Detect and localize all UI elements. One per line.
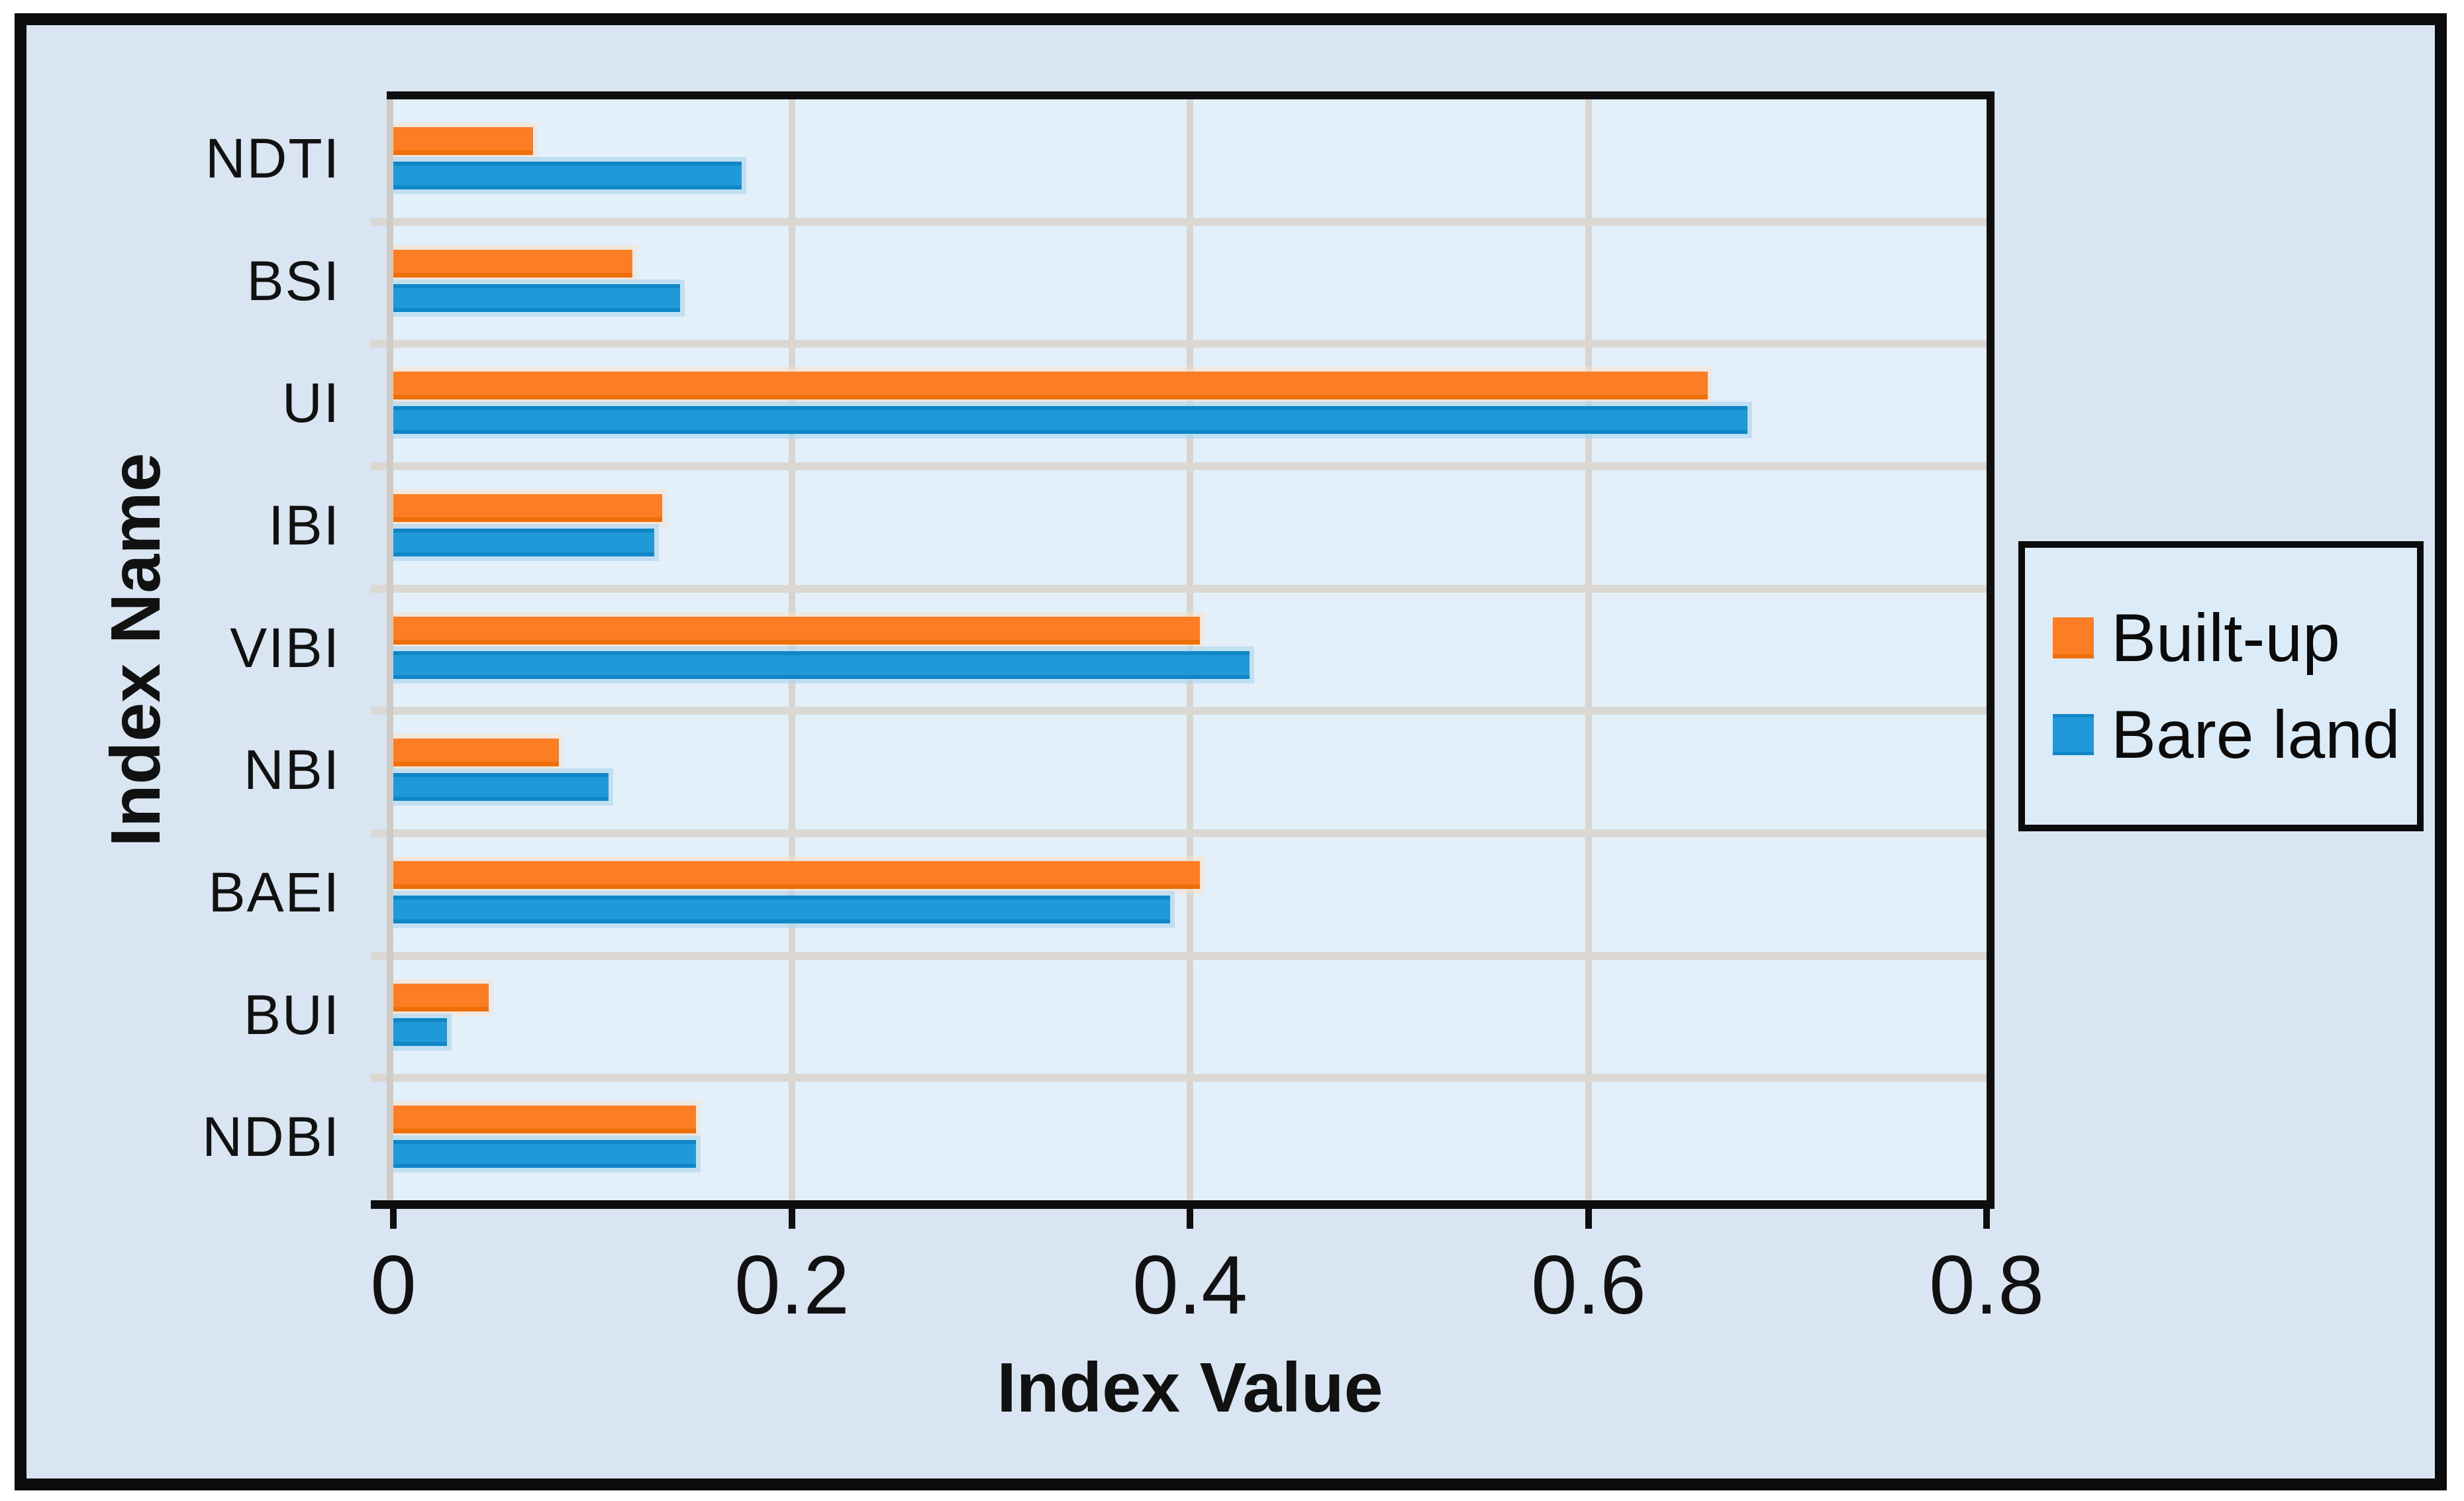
category-label-BSI: BSI [246, 250, 340, 312]
x-tick-mark-0.2 [789, 1209, 795, 1229]
x-axis-line [371, 1200, 1995, 1209]
gridline-band-separator [371, 462, 1987, 470]
bar-bare-land-BUI [393, 1018, 447, 1046]
bar-built-up-BAEI [393, 861, 1200, 889]
y-axis-title: Index Name [97, 452, 175, 847]
x-tick-label-0: 0 [370, 1239, 417, 1331]
bar-bare-land-NBI [393, 773, 609, 801]
bar-bare-land-IBI [393, 529, 654, 556]
bar-built-up-NDTI [393, 127, 533, 155]
bar-built-up-VIBI [393, 617, 1200, 645]
legend-label: Built-up [2111, 600, 2340, 676]
gridline-x-0.6 [1585, 99, 1592, 1200]
legend-box: Built-up Bare land [2018, 541, 2424, 831]
bar-bare-land-BSI [393, 284, 680, 312]
x-tick-label-0.8: 0.8 [1929, 1239, 2044, 1331]
x-tick-mark-0 [390, 1209, 397, 1229]
x-axis-title: Index Value [997, 1349, 1383, 1427]
x-tick-mark-0.4 [1187, 1209, 1193, 1229]
gridline-x-0.2 [789, 99, 795, 1200]
gridline-band-separator [371, 1074, 1987, 1082]
bar-built-up-NDBI [393, 1106, 696, 1133]
gridline-band-separator [371, 340, 1987, 348]
x-tick-label-0.6: 0.6 [1531, 1239, 1646, 1331]
category-label-NDTI: NDTI [205, 127, 340, 189]
bar-bare-land-UI [393, 406, 1748, 434]
legend-swatch-built-up [2053, 617, 2094, 658]
category-label-VIBI: VIBI [230, 617, 340, 679]
x-tick-label-0.2: 0.2 [734, 1239, 850, 1331]
legend-label: Bare land [2111, 697, 2400, 772]
category-label-UI: UI [282, 372, 340, 434]
gridline-band-separator [371, 707, 1987, 715]
plot-border-top [387, 91, 1995, 99]
category-label-BAEI: BAEI [208, 861, 340, 923]
bar-bare-land-NDBI [393, 1140, 696, 1168]
gridline-band-separator [371, 829, 1987, 837]
y-axis-line [387, 99, 393, 1200]
gridline-band-separator [371, 952, 1987, 960]
gridline-band-separator [371, 218, 1987, 226]
plot-border-right [1987, 91, 1995, 1208]
gridline-x-0.4 [1187, 99, 1193, 1200]
bar-bare-land-BAEI [393, 896, 1170, 923]
bar-built-up-BSI [393, 250, 632, 278]
legend-entry-built-up: Built-up [2053, 604, 2417, 672]
bar-bare-land-VIBI [393, 651, 1250, 679]
bar-built-up-UI [393, 372, 1708, 399]
category-label-NDBI: NDBI [202, 1106, 340, 1168]
category-label-BUI: BUI [243, 984, 340, 1046]
x-tick-label-0.4: 0.4 [1132, 1239, 1248, 1331]
legend-entry-bare-land: Bare land [2053, 701, 2417, 768]
category-label-NBI: NBI [243, 739, 340, 801]
x-tick-mark-0.6 [1585, 1209, 1592, 1229]
bar-bare-land-NDTI [393, 162, 742, 189]
category-label-IBI: IBI [268, 494, 340, 556]
legend-swatch-bare-land [2053, 714, 2094, 755]
bar-built-up-NBI [393, 739, 559, 766]
bar-built-up-IBI [393, 494, 662, 522]
gridline-band-separator [371, 585, 1987, 593]
x-tick-mark-0.8 [1983, 1209, 1990, 1229]
bar-built-up-BUI [393, 984, 489, 1011]
